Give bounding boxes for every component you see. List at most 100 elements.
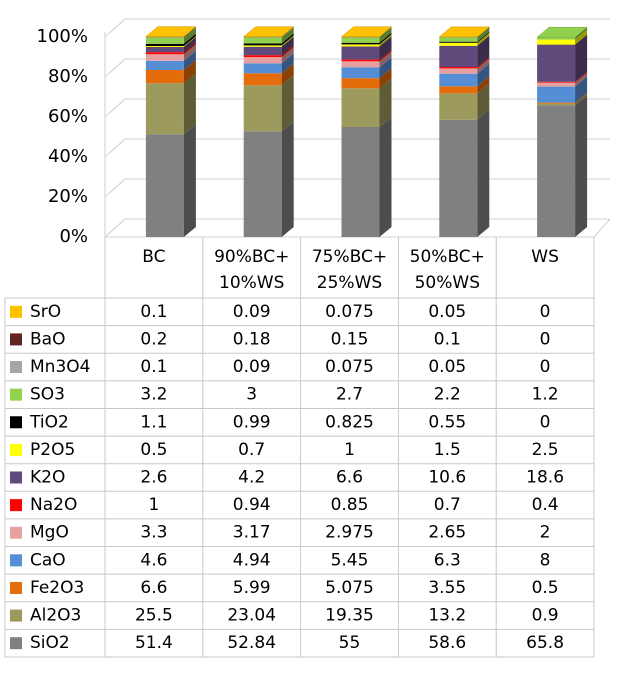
- table-cell: 6.3: [434, 550, 461, 570]
- bar-segment-side: [183, 36, 196, 47]
- table-cell: 0.5: [532, 578, 559, 598]
- table-cell: 0.94: [233, 495, 271, 515]
- legend-label: CaO: [30, 550, 66, 570]
- table-cell: 19.35: [325, 606, 374, 626]
- legend-swatch: [10, 637, 22, 650]
- bar-segment: [145, 37, 184, 44]
- bar-segment: [439, 42, 478, 46]
- bar-top: [340, 26, 393, 37]
- table-cell: 0: [540, 357, 551, 377]
- bar-segment: [145, 52, 184, 55]
- bar-segment-side: [183, 124, 196, 237]
- table-cell: 0.85: [331, 495, 369, 515]
- table-cell: 0.2: [140, 329, 167, 349]
- table-cell: 6.6: [140, 578, 167, 598]
- legend-label: SrO: [30, 302, 61, 322]
- bar-segment-side: [379, 68, 392, 89]
- table-cell: 0.075: [325, 357, 374, 377]
- bar-segment: [439, 68, 478, 74]
- bar-segment: [537, 102, 576, 104]
- table-cell: 2: [540, 523, 551, 543]
- y-tick-label: 20%: [48, 186, 88, 207]
- bar-top: [536, 26, 588, 38]
- table-cell: 5.45: [331, 550, 369, 570]
- bar-segment-side: [281, 121, 294, 237]
- bar-segment-side: [477, 57, 490, 69]
- table-cell: 4.94: [233, 550, 271, 570]
- bar-segment-side: [477, 76, 490, 94]
- table-cell: 1: [344, 440, 355, 460]
- bar-segment-side: [575, 34, 588, 82]
- bar-segment-side: [379, 57, 392, 79]
- bar-segment: [537, 103, 576, 106]
- table-cell: 0.55: [428, 412, 466, 432]
- table-cell: 55: [339, 633, 361, 653]
- table-cell: 3.55: [428, 578, 466, 598]
- bar-segment: [243, 57, 282, 64]
- y-tick-label: 40%: [48, 146, 88, 167]
- bar-segment-side: [281, 27, 294, 38]
- bar-segment: [537, 39, 576, 45]
- bar-segment: [243, 37, 282, 44]
- bar-segment: [537, 44, 576, 82]
- bar-segment: [439, 119, 478, 237]
- bar-segment: [341, 44, 380, 47]
- legend-label: SiO2: [30, 633, 70, 653]
- legend-label: P2O5: [30, 440, 75, 460]
- table-cell: 0.99: [233, 412, 271, 432]
- table-cell: 0.7: [434, 495, 461, 515]
- bar-segment-side: [183, 73, 196, 135]
- bar-segment-side: [379, 36, 392, 60]
- bar-segment: [439, 93, 478, 120]
- bar-segment-side: [281, 35, 294, 47]
- legend-label: K2O: [30, 468, 65, 488]
- legend-swatch: [10, 526, 22, 539]
- table-cell: 0.15: [331, 329, 369, 349]
- legend-swatch: [10, 499, 22, 512]
- bar-segment-side: [379, 34, 392, 47]
- bar-top: [438, 26, 490, 38]
- bar-segment: [341, 46, 380, 60]
- legend-label: SO3: [30, 385, 65, 405]
- bar-segment-side: [477, 83, 490, 120]
- legend-swatch: [10, 361, 22, 374]
- table-cell: 5.075: [325, 578, 374, 598]
- bar-segment: [341, 42, 380, 45]
- bar-segment: [145, 70, 184, 84]
- bar-segment-side: [575, 27, 588, 40]
- table-cell: 0.5: [140, 440, 167, 460]
- table-cell: 0: [540, 412, 551, 432]
- bar-segment: [243, 43, 282, 46]
- bar-segment-side: [183, 37, 196, 53]
- y-tick-label: 60%: [48, 106, 88, 127]
- bar-segment: [145, 47, 184, 53]
- table-cell: 51.4: [135, 633, 173, 653]
- table-cell: 2.2: [434, 385, 461, 405]
- table-cell: 3: [246, 385, 257, 405]
- bar-segment: [439, 73, 478, 87]
- table-cell: 52.84: [227, 633, 276, 653]
- bar-segment: [243, 131, 282, 237]
- bar-segment: [145, 46, 184, 47]
- table-cell: 4.6: [140, 550, 167, 570]
- x-tick-label: 90%BC+ 10%WS: [214, 247, 289, 293]
- table-cell: 2.6: [140, 468, 167, 488]
- table-cell: 0.825: [325, 412, 374, 432]
- y-tick-label: 80%: [48, 66, 88, 87]
- bar-segment-side: [477, 63, 490, 87]
- table-cell: 0.05: [428, 357, 466, 377]
- bar-segment-side: [183, 33, 196, 46]
- bar-segment: [145, 134, 184, 237]
- bar-segment: [537, 81, 576, 83]
- bar-segment: [243, 73, 282, 86]
- table-cell: 10.6: [428, 468, 466, 488]
- legend-swatch: [10, 609, 22, 622]
- bar-top: [145, 26, 197, 37]
- bar-segment-side: [477, 31, 490, 43]
- table-cell: 58.6: [428, 633, 466, 653]
- bar-segment: [341, 67, 380, 79]
- table-cell: 0.1: [140, 302, 167, 322]
- table-cell: 0: [540, 302, 551, 322]
- bar-segment-side: [379, 51, 392, 68]
- bar-segment-side: [183, 27, 196, 38]
